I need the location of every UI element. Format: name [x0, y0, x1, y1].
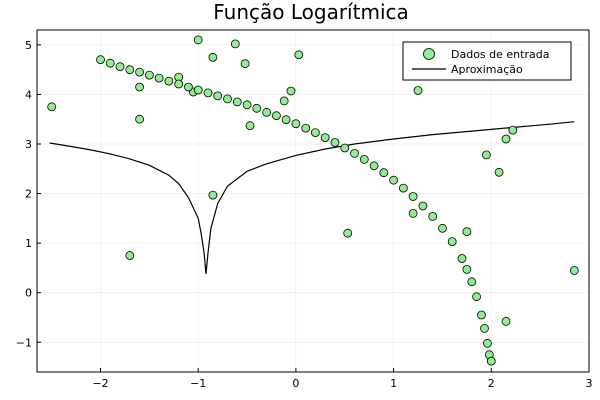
data-point [472, 292, 482, 302]
data-point [508, 125, 518, 135]
data-point [245, 121, 255, 131]
x-tick-label: −2 [92, 377, 108, 390]
data-point [230, 39, 240, 49]
data-point [340, 143, 350, 153]
data-point [462, 264, 472, 274]
y-tick-label: 4 [25, 88, 32, 101]
data-point [105, 58, 115, 68]
data-point [330, 138, 340, 147]
data-point [398, 183, 408, 193]
data-point [183, 82, 193, 92]
data-point [96, 55, 105, 65]
data-point [457, 254, 467, 263]
data-point [135, 67, 145, 77]
data-point [240, 59, 250, 69]
plot-frame [36, 29, 590, 373]
data-point [135, 82, 145, 92]
data-point [481, 150, 491, 160]
data-point [164, 76, 174, 86]
data-point [438, 223, 447, 233]
x-tick-label: 1 [390, 377, 397, 390]
x-tick-label: −1 [190, 377, 206, 390]
data-point [379, 168, 389, 178]
y-tick-label: 1 [25, 237, 32, 250]
x-tick-label: 0 [292, 377, 299, 390]
data-point [467, 277, 477, 287]
data-point [213, 91, 223, 101]
data-point [310, 128, 320, 138]
data-point [350, 148, 359, 158]
data-point [208, 190, 218, 200]
y-tick-label: 0 [25, 287, 32, 300]
series-line-aproximacao [49, 121, 575, 274]
data-point [408, 208, 418, 218]
y-tick-label: 3 [25, 138, 32, 151]
data-point [203, 88, 213, 98]
data-point [115, 62, 125, 72]
legend-label-aproximacao: Aproximação [451, 63, 523, 76]
data-point [223, 94, 232, 104]
data-point [486, 356, 496, 366]
data-point [294, 50, 304, 60]
data-point [477, 310, 486, 320]
data-point [482, 338, 492, 348]
data-point [279, 96, 289, 106]
axis-ticks: −2 −1 0 1 2 3 −1 0 1 2 3 4 5 [16, 39, 593, 390]
data-point [174, 79, 184, 89]
y-tick-label: −1 [16, 336, 32, 349]
data-point [144, 70, 154, 80]
data-point [208, 52, 218, 62]
chart-title: Função Logarítmica [213, 0, 409, 24]
data-point [389, 175, 399, 185]
data-point [428, 211, 438, 221]
data-point [418, 201, 428, 211]
data-point [480, 323, 489, 333]
data-point [154, 73, 164, 83]
data-point [447, 237, 457, 247]
legend: Dados de entrada Aproximação [402, 41, 572, 81]
x-tick-label: 3 [586, 377, 593, 390]
data-point [193, 35, 203, 45]
data-point [408, 192, 418, 201]
data-point [462, 227, 472, 237]
legend-box [402, 41, 572, 81]
data-point [125, 251, 135, 260]
data-point [501, 134, 511, 144]
data-point [501, 316, 511, 326]
data-point [281, 115, 291, 125]
data-point [135, 114, 145, 124]
data-point [301, 123, 311, 133]
data-point [242, 100, 252, 110]
data-point [494, 167, 504, 177]
data-point [125, 65, 135, 75]
data-point [413, 86, 423, 95]
data-point [291, 119, 301, 129]
data-point [369, 161, 379, 171]
legend-marker-dados [423, 48, 435, 60]
data-point [262, 107, 272, 117]
data-point [343, 228, 353, 238]
series-layer [47, 35, 579, 366]
data-point [193, 85, 203, 95]
data-point [286, 86, 296, 96]
data-point [232, 97, 242, 107]
data-point [320, 133, 330, 143]
data-point [359, 154, 369, 164]
data-point [271, 111, 281, 121]
y-tick-label: 5 [25, 39, 32, 52]
legend-label-dados: Dados de entrada [451, 48, 549, 61]
plot-area [47, 35, 579, 366]
x-tick-label: 2 [488, 377, 495, 390]
data-point [47, 102, 57, 112]
data-point [569, 265, 579, 275]
data-point [252, 103, 262, 113]
y-tick-label: 2 [25, 188, 32, 201]
